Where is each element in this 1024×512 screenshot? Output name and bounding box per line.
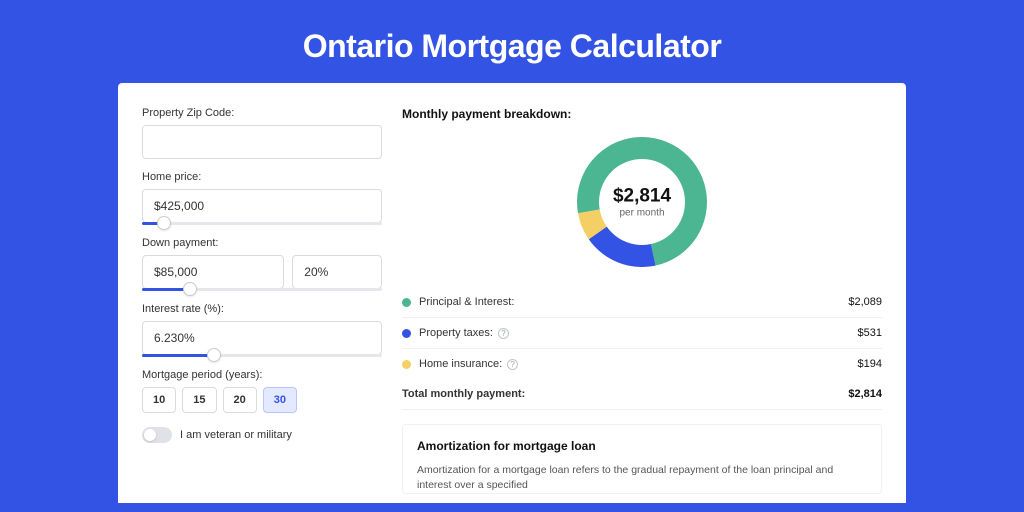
veteran-row: I am veteran or military xyxy=(142,427,382,443)
period-option-20[interactable]: 20 xyxy=(223,387,257,413)
total-row: Total monthly payment: $2,814 xyxy=(402,379,882,410)
donut-center: $2,814 per month xyxy=(613,186,671,219)
price-input[interactable] xyxy=(142,189,382,223)
period-label: Mortgage period (years): xyxy=(142,369,382,381)
price-field: Home price: xyxy=(142,171,382,225)
info-icon[interactable]: ? xyxy=(498,328,509,339)
legend-value: $2,089 xyxy=(848,296,882,308)
total-label: Total monthly payment: xyxy=(402,388,848,400)
donut-amount: $2,814 xyxy=(613,186,671,208)
period-option-30[interactable]: 30 xyxy=(263,387,297,413)
period-option-15[interactable]: 15 xyxy=(182,387,216,413)
amortization-title: Amortization for mortgage loan xyxy=(417,439,867,453)
donut-sub: per month xyxy=(613,208,671,219)
zip-field: Property Zip Code: xyxy=(142,107,382,159)
legend-label: Home insurance:? xyxy=(419,358,858,370)
amortization-text: Amortization for a mortgage loan refers … xyxy=(417,463,867,493)
rate-slider[interactable] xyxy=(142,354,382,357)
down-percent-input[interactable] xyxy=(292,255,382,289)
down-amount-input[interactable] xyxy=(142,255,284,289)
toggle-knob xyxy=(144,429,156,441)
period-option-10[interactable]: 10 xyxy=(142,387,176,413)
price-label: Home price: xyxy=(142,171,382,183)
legend-value: $531 xyxy=(858,327,882,339)
donut-slice xyxy=(589,227,656,267)
rate-input[interactable] xyxy=(142,321,382,355)
legend-dot xyxy=(402,360,411,369)
info-icon[interactable]: ? xyxy=(507,359,518,370)
legend-label: Principal & Interest: xyxy=(419,296,848,308)
legend-dot xyxy=(402,298,411,307)
price-slider[interactable] xyxy=(142,222,382,225)
down-label: Down payment: xyxy=(142,237,382,249)
legend-label: Property taxes:? xyxy=(419,327,858,339)
rate-field: Interest rate (%): xyxy=(142,303,382,357)
legend-row: Home insurance:?$194 xyxy=(402,349,882,379)
rate-label: Interest rate (%): xyxy=(142,303,382,315)
calculator-card: Property Zip Code: Home price: Down paym… xyxy=(118,83,906,503)
donut-chart: $2,814 per month xyxy=(577,137,707,267)
zip-input[interactable] xyxy=(142,125,382,159)
legend-dot xyxy=(402,329,411,338)
price-slider-thumb[interactable] xyxy=(157,216,171,230)
legend-row: Property taxes:?$531 xyxy=(402,318,882,349)
amortization-box: Amortization for mortgage loan Amortizat… xyxy=(402,424,882,494)
veteran-label: I am veteran or military xyxy=(180,429,292,441)
veteran-toggle[interactable] xyxy=(142,427,172,443)
legend-row: Principal & Interest:$2,089 xyxy=(402,287,882,318)
rate-slider-thumb[interactable] xyxy=(207,348,221,362)
breakdown-title: Monthly payment breakdown: xyxy=(402,107,882,121)
period-field: Mortgage period (years): 1015 2030 xyxy=(142,369,382,413)
total-value: $2,814 xyxy=(848,388,882,400)
donut-wrap: $2,814 per month xyxy=(402,137,882,267)
down-slider-thumb[interactable] xyxy=(183,282,197,296)
page-title: Ontario Mortgage Calculator xyxy=(0,0,1024,83)
zip-label: Property Zip Code: xyxy=(142,107,382,119)
down-slider[interactable] xyxy=(142,288,382,291)
form-column: Property Zip Code: Home price: Down paym… xyxy=(142,107,382,503)
breakdown-column: Monthly payment breakdown: $2,814 per mo… xyxy=(402,107,882,503)
down-field: Down payment: xyxy=(142,237,382,291)
legend-value: $194 xyxy=(858,358,882,370)
